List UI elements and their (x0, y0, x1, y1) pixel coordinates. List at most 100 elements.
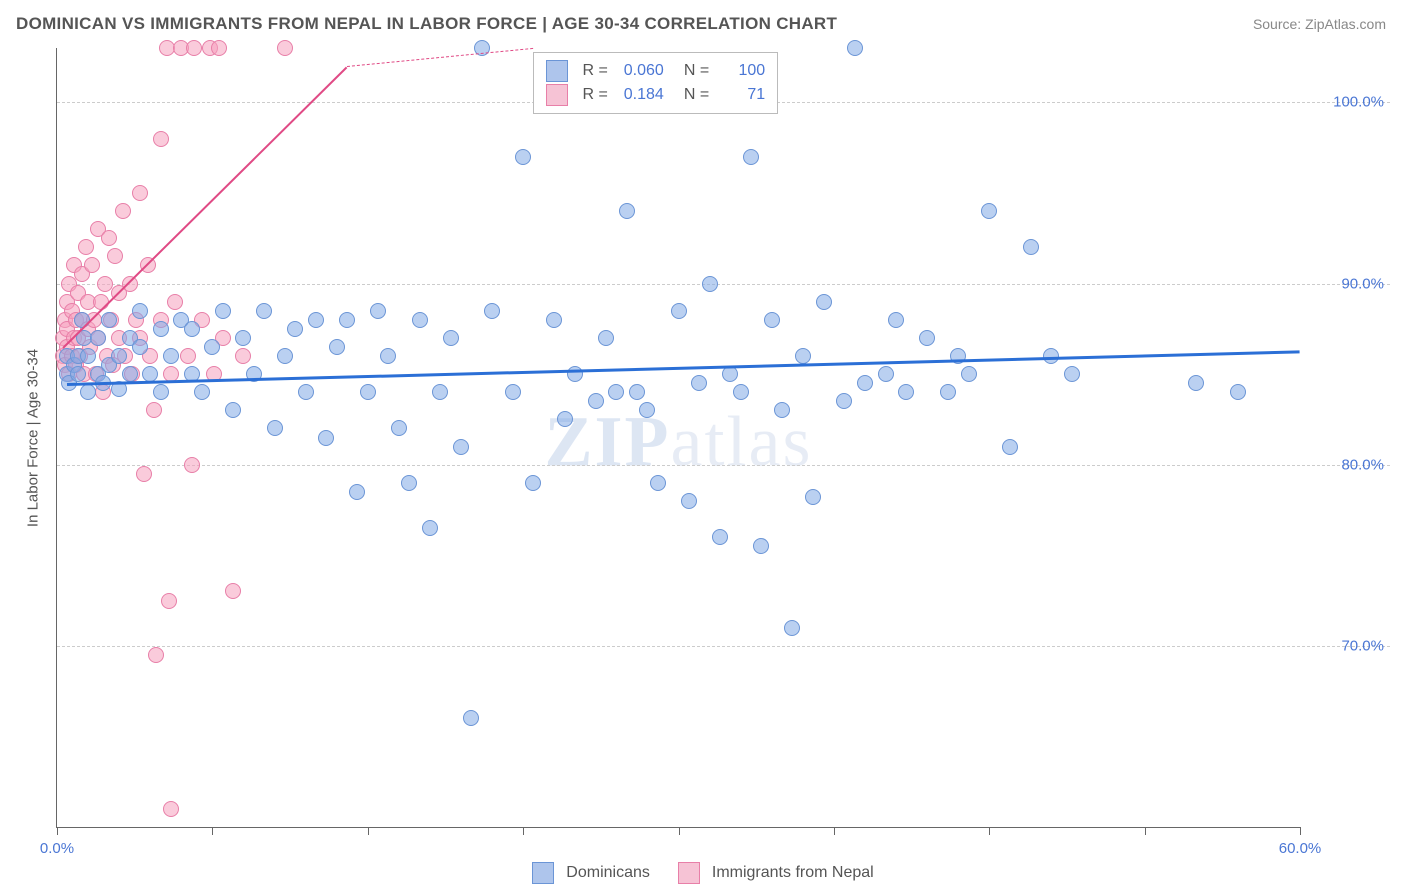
data-point (412, 312, 428, 328)
data-point (161, 593, 177, 609)
data-point (1188, 375, 1204, 391)
data-point (1064, 366, 1080, 382)
data-point (90, 330, 106, 346)
data-point (153, 321, 169, 337)
data-point (1230, 384, 1246, 400)
data-point (380, 348, 396, 364)
data-point (1023, 239, 1039, 255)
data-point (774, 402, 790, 418)
data-point (101, 312, 117, 328)
data-point (107, 248, 123, 264)
trend-line (62, 66, 347, 348)
data-point (650, 475, 666, 491)
data-point (78, 239, 94, 255)
data-point (215, 303, 231, 319)
data-point (857, 375, 873, 391)
data-point (267, 420, 283, 436)
data-point (391, 420, 407, 436)
data-point (163, 801, 179, 817)
swatch-nepal (678, 862, 700, 884)
chart-source: Source: ZipAtlas.com (1253, 16, 1386, 32)
data-point (505, 384, 521, 400)
chart-area: In Labor Force | Age 30-34 ZIPatlas 70.0… (16, 48, 1390, 852)
data-point (805, 489, 821, 505)
data-point (816, 294, 832, 310)
data-point (484, 303, 500, 319)
data-point (639, 402, 655, 418)
data-point (115, 203, 131, 219)
x-tick (523, 827, 524, 835)
data-point (360, 384, 376, 400)
data-point (443, 330, 459, 346)
gridline (57, 284, 1390, 285)
data-point (836, 393, 852, 409)
data-point (898, 384, 914, 400)
data-point (84, 257, 100, 273)
data-point (743, 149, 759, 165)
data-point (329, 339, 345, 355)
y-axis-label: In Labor Force | Age 30-34 (25, 348, 42, 526)
data-point (132, 303, 148, 319)
data-point (101, 230, 117, 246)
data-point (287, 321, 303, 337)
plot-area: In Labor Force | Age 30-34 ZIPatlas 70.0… (56, 48, 1300, 828)
data-point (186, 40, 202, 56)
legend-label-dominicans: Dominicans (566, 864, 650, 882)
data-point (588, 393, 604, 409)
data-point (401, 475, 417, 491)
correlation-legend: R =0.060N =100R =0.184N =71 (533, 52, 778, 114)
data-point (163, 348, 179, 364)
data-point (691, 375, 707, 391)
legend-item-dominicans: Dominicans (532, 862, 650, 884)
data-point (211, 40, 227, 56)
data-point (712, 529, 728, 545)
data-point (1002, 439, 1018, 455)
data-point (608, 384, 624, 400)
data-point (919, 330, 935, 346)
data-point (525, 475, 541, 491)
x-tick (212, 827, 213, 835)
data-point (795, 348, 811, 364)
data-point (235, 330, 251, 346)
data-point (140, 257, 156, 273)
data-point (888, 312, 904, 328)
data-point (847, 40, 863, 56)
data-point (753, 538, 769, 554)
data-point (784, 620, 800, 636)
data-point (136, 466, 152, 482)
data-point (318, 430, 334, 446)
data-point (671, 303, 687, 319)
data-point (598, 330, 614, 346)
x-tick-label: 0.0% (40, 840, 74, 857)
x-tick (679, 827, 680, 835)
x-tick (1300, 827, 1301, 835)
data-point (277, 348, 293, 364)
data-point (153, 131, 169, 147)
data-point (764, 312, 780, 328)
y-tick-label: 70.0% (1341, 637, 1384, 654)
data-point (167, 294, 183, 310)
data-point (97, 276, 113, 292)
data-point (80, 384, 96, 400)
data-point (132, 185, 148, 201)
data-point (432, 384, 448, 400)
chart-title: DOMINICAN VS IMMIGRANTS FROM NEPAL IN LA… (16, 14, 837, 34)
data-point (629, 384, 645, 400)
legend-row: R =0.060N =100 (546, 59, 765, 83)
watermark: ZIPatlas (545, 400, 813, 483)
data-point (235, 348, 251, 364)
data-point (153, 384, 169, 400)
legend-item-nepal: Immigrants from Nepal (678, 862, 874, 884)
data-point (981, 203, 997, 219)
y-tick-label: 100.0% (1333, 94, 1384, 111)
data-point (878, 366, 894, 382)
data-point (204, 339, 220, 355)
data-point (940, 384, 956, 400)
data-point (146, 402, 162, 418)
data-point (194, 384, 210, 400)
data-point (515, 149, 531, 165)
data-point (148, 647, 164, 663)
data-point (184, 321, 200, 337)
data-point (453, 439, 469, 455)
x-tick-label: 60.0% (1279, 840, 1322, 857)
